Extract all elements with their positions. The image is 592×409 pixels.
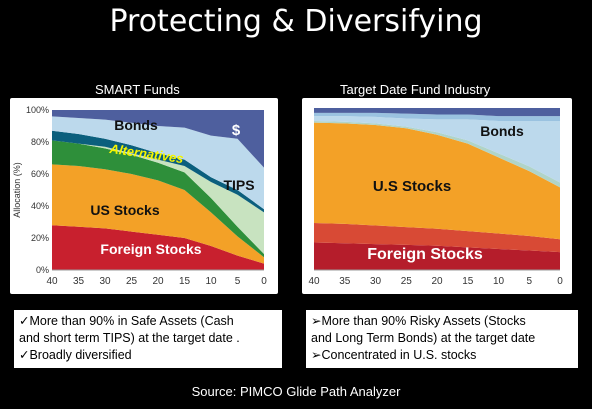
area-label-bonds: Bonds xyxy=(480,123,524,139)
chart-panel-target-date: 40 35 30 25 20 15 10 5 0 Bonds U.S Stocks Foreign S… xyxy=(302,98,572,294)
area-label-foreign: Foreign Stocks xyxy=(367,246,483,263)
slide-title: Protecting & Diversifying xyxy=(109,4,483,39)
area-cash xyxy=(52,110,264,168)
area-foreign-stocks xyxy=(314,242,560,270)
x-tick-label: 20 xyxy=(431,276,443,287)
x-tick-label: 10 xyxy=(493,276,505,287)
area-bonds xyxy=(52,116,264,210)
chart-panel-smart-funds: 40 35 30 25 20 15 10 5 0 0% 20% 40% 60% 80% 100% Alloca… xyxy=(10,98,278,294)
y-tick-label: 100% xyxy=(26,105,49,115)
x-tick-label: 40 xyxy=(46,276,58,287)
y-tick-label: 40% xyxy=(31,201,49,211)
x-tick-label: 20 xyxy=(152,276,164,287)
x-tick-label: 10 xyxy=(205,276,217,287)
area-us-stocks xyxy=(52,164,264,264)
source-caption: Source: PIMCO Glide Path Analyzer xyxy=(191,384,401,399)
y-tick-label: 20% xyxy=(31,233,49,243)
note-line: ✓More than 90% in Safe Assets (Cash xyxy=(19,314,234,328)
area-band-5 xyxy=(314,112,560,121)
x-tick-label: 30 xyxy=(370,276,382,287)
chart-title-smart-funds: SMART Funds xyxy=(95,82,180,97)
x-tick-label: 35 xyxy=(73,276,85,287)
target-date-notes: ➢More than 90% Risky Assets (Stocks and … xyxy=(306,310,578,368)
x-tick-label: 30 xyxy=(99,276,111,287)
area-label-foreign: Foreign Stocks xyxy=(100,241,201,257)
note-line: ✓Broadly diversified xyxy=(19,348,132,362)
x-tick-label: 15 xyxy=(179,276,191,287)
area-alternatives xyxy=(52,140,264,258)
area-label-tips: TIPS xyxy=(223,177,254,193)
area-band-4 xyxy=(52,130,264,213)
area-band-3 xyxy=(314,120,560,188)
area-foreign-stocks xyxy=(52,225,264,270)
y-tick-label: 80% xyxy=(31,137,49,147)
x-tick-label: 0 xyxy=(557,276,563,287)
chart-title-target-date: Target Date Fund Industry xyxy=(340,82,491,97)
area-label-bonds: Bonds xyxy=(114,117,158,133)
area-band-1 xyxy=(314,223,560,253)
target-date-chart: 40 35 30 25 20 15 10 5 0 Bonds U.S Stocks Foreign S… xyxy=(308,108,563,287)
y-tick-label: 0% xyxy=(36,265,49,275)
x-tick-label: 40 xyxy=(308,276,320,287)
smart-funds-notes: ✓More than 90% in Safe Assets (Cash and … xyxy=(14,310,282,368)
area-tips xyxy=(52,140,264,254)
note-line: ➢Concentrated in U.S. stocks xyxy=(311,348,477,362)
x-tick-label: 35 xyxy=(339,276,351,287)
note-line: and Long Term Bonds) at the target date xyxy=(311,331,536,345)
area-label-cash: $ xyxy=(232,122,241,139)
area-label-us: US Stocks xyxy=(90,202,159,218)
area-bonds xyxy=(314,116,560,183)
area-label-us: U.S Stocks xyxy=(373,178,451,195)
x-tick-label: 25 xyxy=(126,276,138,287)
area-u-s-stocks xyxy=(314,122,560,240)
area-band-6 xyxy=(314,108,560,117)
x-tick-label: 0 xyxy=(261,276,267,287)
note-line: and short term TIPS) at the target date … xyxy=(19,331,240,345)
smart-funds-chart: 40 35 30 25 20 15 10 5 0 0% 20% 40% 60% 80% 100% Alloca… xyxy=(12,105,267,287)
note-line: ➢More than 90% Risky Assets (Stocks xyxy=(311,314,526,328)
y-axis-label: Allocation (%) xyxy=(12,162,22,218)
x-tick-label: 5 xyxy=(235,276,241,287)
x-tick-label: 5 xyxy=(526,276,532,287)
x-tick-label: 25 xyxy=(401,276,413,287)
y-tick-label: 60% xyxy=(31,169,49,179)
x-tick-label: 15 xyxy=(462,276,474,287)
